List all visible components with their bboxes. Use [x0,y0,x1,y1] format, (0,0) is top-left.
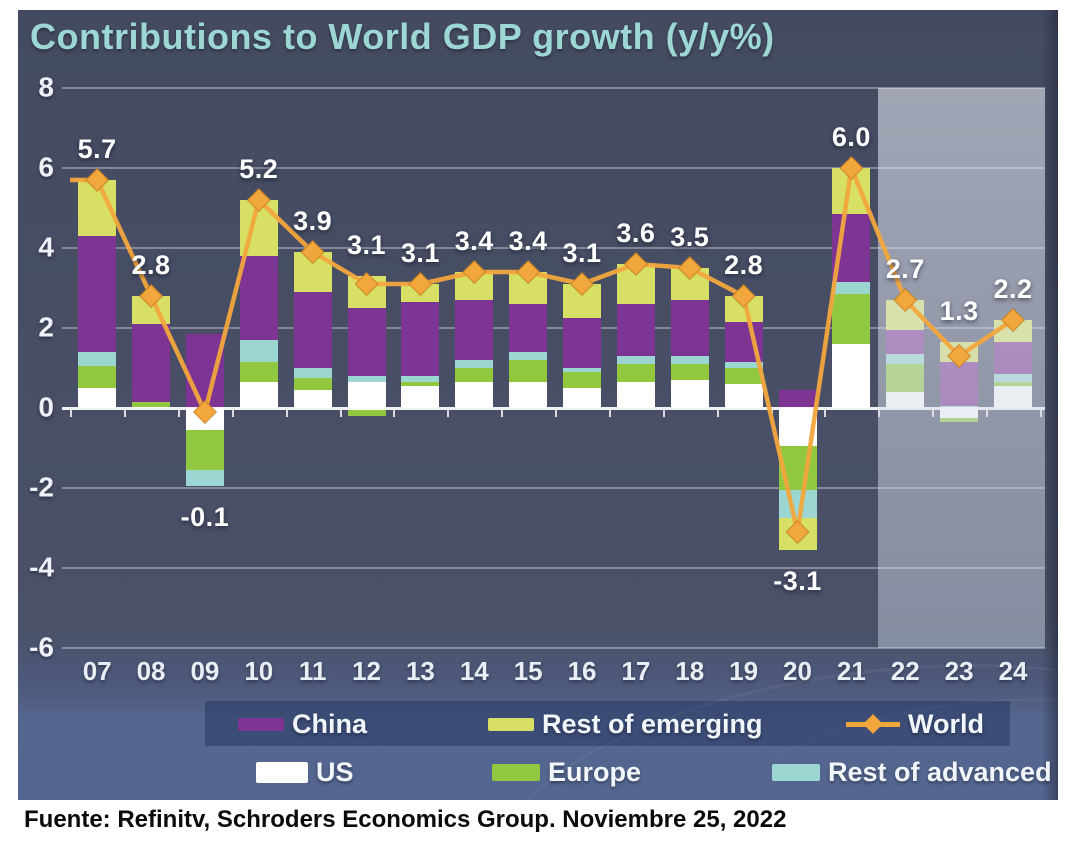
legend-label: Rest of advanced [828,756,1052,787]
legend-item-us: US [256,750,354,794]
rest-of-emerging-swatch [488,717,534,731]
legend-label: World [908,708,984,739]
legend-item-europe: Europe [492,750,641,794]
us-swatch [256,761,308,783]
slide-edge-shadow [1042,10,1058,800]
europe-swatch [492,763,540,781]
legend-label: China [292,708,368,739]
chart-slide-background [18,10,1058,800]
rest-of-advanced-swatch [772,763,820,781]
legend-label: US [316,756,354,787]
chart-title: Contributions to World GDP growth (y/y%) [30,16,775,57]
legend-item-china: China [238,702,367,746]
legend-label: Rest of emerging [542,708,763,739]
legend-item-rest-of-advanced: Rest of advanced [772,750,1052,794]
legend-item-world: World [846,702,984,746]
legend-item-rest-of-emerging: Rest of emerging [488,702,763,746]
source-footer: Fuente: Refinitv, Schroders Economics Gr… [24,806,787,833]
world-line-marker-icon [846,713,900,735]
legend-label: Europe [548,756,642,787]
china-swatch [238,717,284,731]
